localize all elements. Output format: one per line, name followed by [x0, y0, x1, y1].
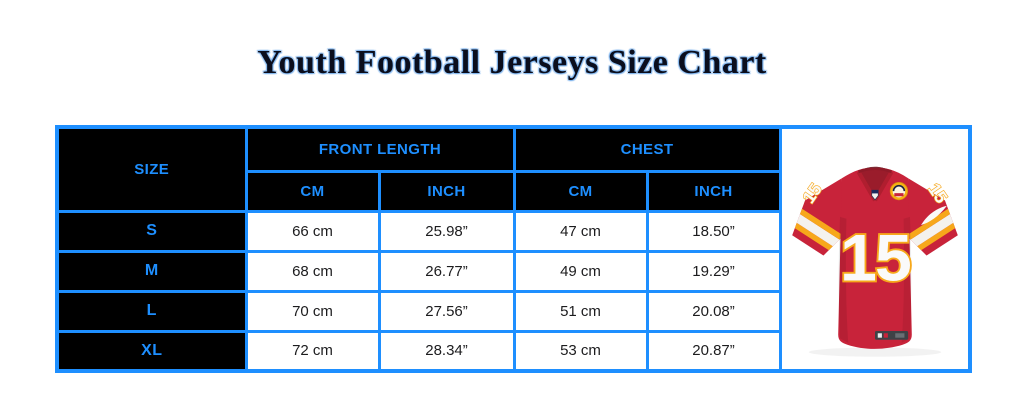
jersey-photo-cell: 15 15 15	[778, 125, 972, 373]
table-row-xl: XL 72 cm 28.34” 53 cm 20.87”	[55, 329, 970, 373]
col-subheader-front-inch: INCH	[377, 169, 516, 213]
col-subheader-chest-cm: CM	[512, 169, 649, 213]
front-length-inch-value: 28.34”	[377, 329, 516, 373]
jersey-jock-tag	[874, 330, 908, 340]
col-subheader-front-cm: CM	[244, 169, 381, 213]
chest-inch-value: 19.29”	[645, 249, 782, 293]
table-row-m: M 68 cm 26.77” 49 cm 19.29”	[55, 249, 970, 293]
size-label: L	[55, 289, 248, 333]
chest-cm-value: 53 cm	[512, 329, 649, 373]
team-patch-logo	[889, 182, 908, 201]
size-label: S	[55, 209, 248, 253]
front-length-cm-value: 68 cm	[244, 249, 381, 293]
jersey-torso	[837, 167, 912, 349]
col-header-size: SIZE	[55, 125, 248, 213]
nike-swoosh-icon	[920, 205, 947, 226]
chest-cm-value: 51 cm	[512, 289, 649, 333]
front-length-cm-value: 66 cm	[244, 209, 381, 253]
chest-inch-value: 18.50”	[645, 209, 782, 253]
col-subheader-chest-inch: INCH	[645, 169, 782, 213]
chest-inch-value: 20.08”	[645, 289, 782, 333]
chest-inch-value: 20.87”	[645, 329, 782, 373]
jersey-shadow	[808, 347, 942, 357]
size-label: M	[55, 249, 248, 293]
col-header-front-length: FRONT LENGTH	[244, 125, 516, 173]
front-length-inch-value: 27.56”	[377, 289, 516, 333]
front-length-inch-value: 26.77”	[377, 249, 516, 293]
chest-cm-value: 47 cm	[512, 209, 649, 253]
jersey-image: 15 15 15	[791, 166, 958, 357]
size-chart-table: SIZE FRONT LENGTH CHEST	[55, 125, 973, 373]
front-length-cm-value: 70 cm	[244, 289, 381, 333]
col-header-chest: CHEST	[512, 125, 782, 173]
front-length-cm-value: 72 cm	[244, 329, 381, 373]
nfl-shield-logo	[871, 189, 879, 201]
front-length-inch-value: 25.98”	[377, 209, 516, 253]
chest-cm-value: 49 cm	[512, 249, 649, 293]
table-row-l: L 70 cm 27.56” 51 cm 20.08”	[55, 289, 970, 333]
table-row-s: S 66 cm 25.98” 47 cm 18.50”	[55, 209, 970, 253]
size-label: XL	[55, 329, 248, 373]
page-title: Youth Football Jerseys Size Chart	[257, 44, 767, 81]
jersey-chest-number: 15	[840, 221, 910, 295]
